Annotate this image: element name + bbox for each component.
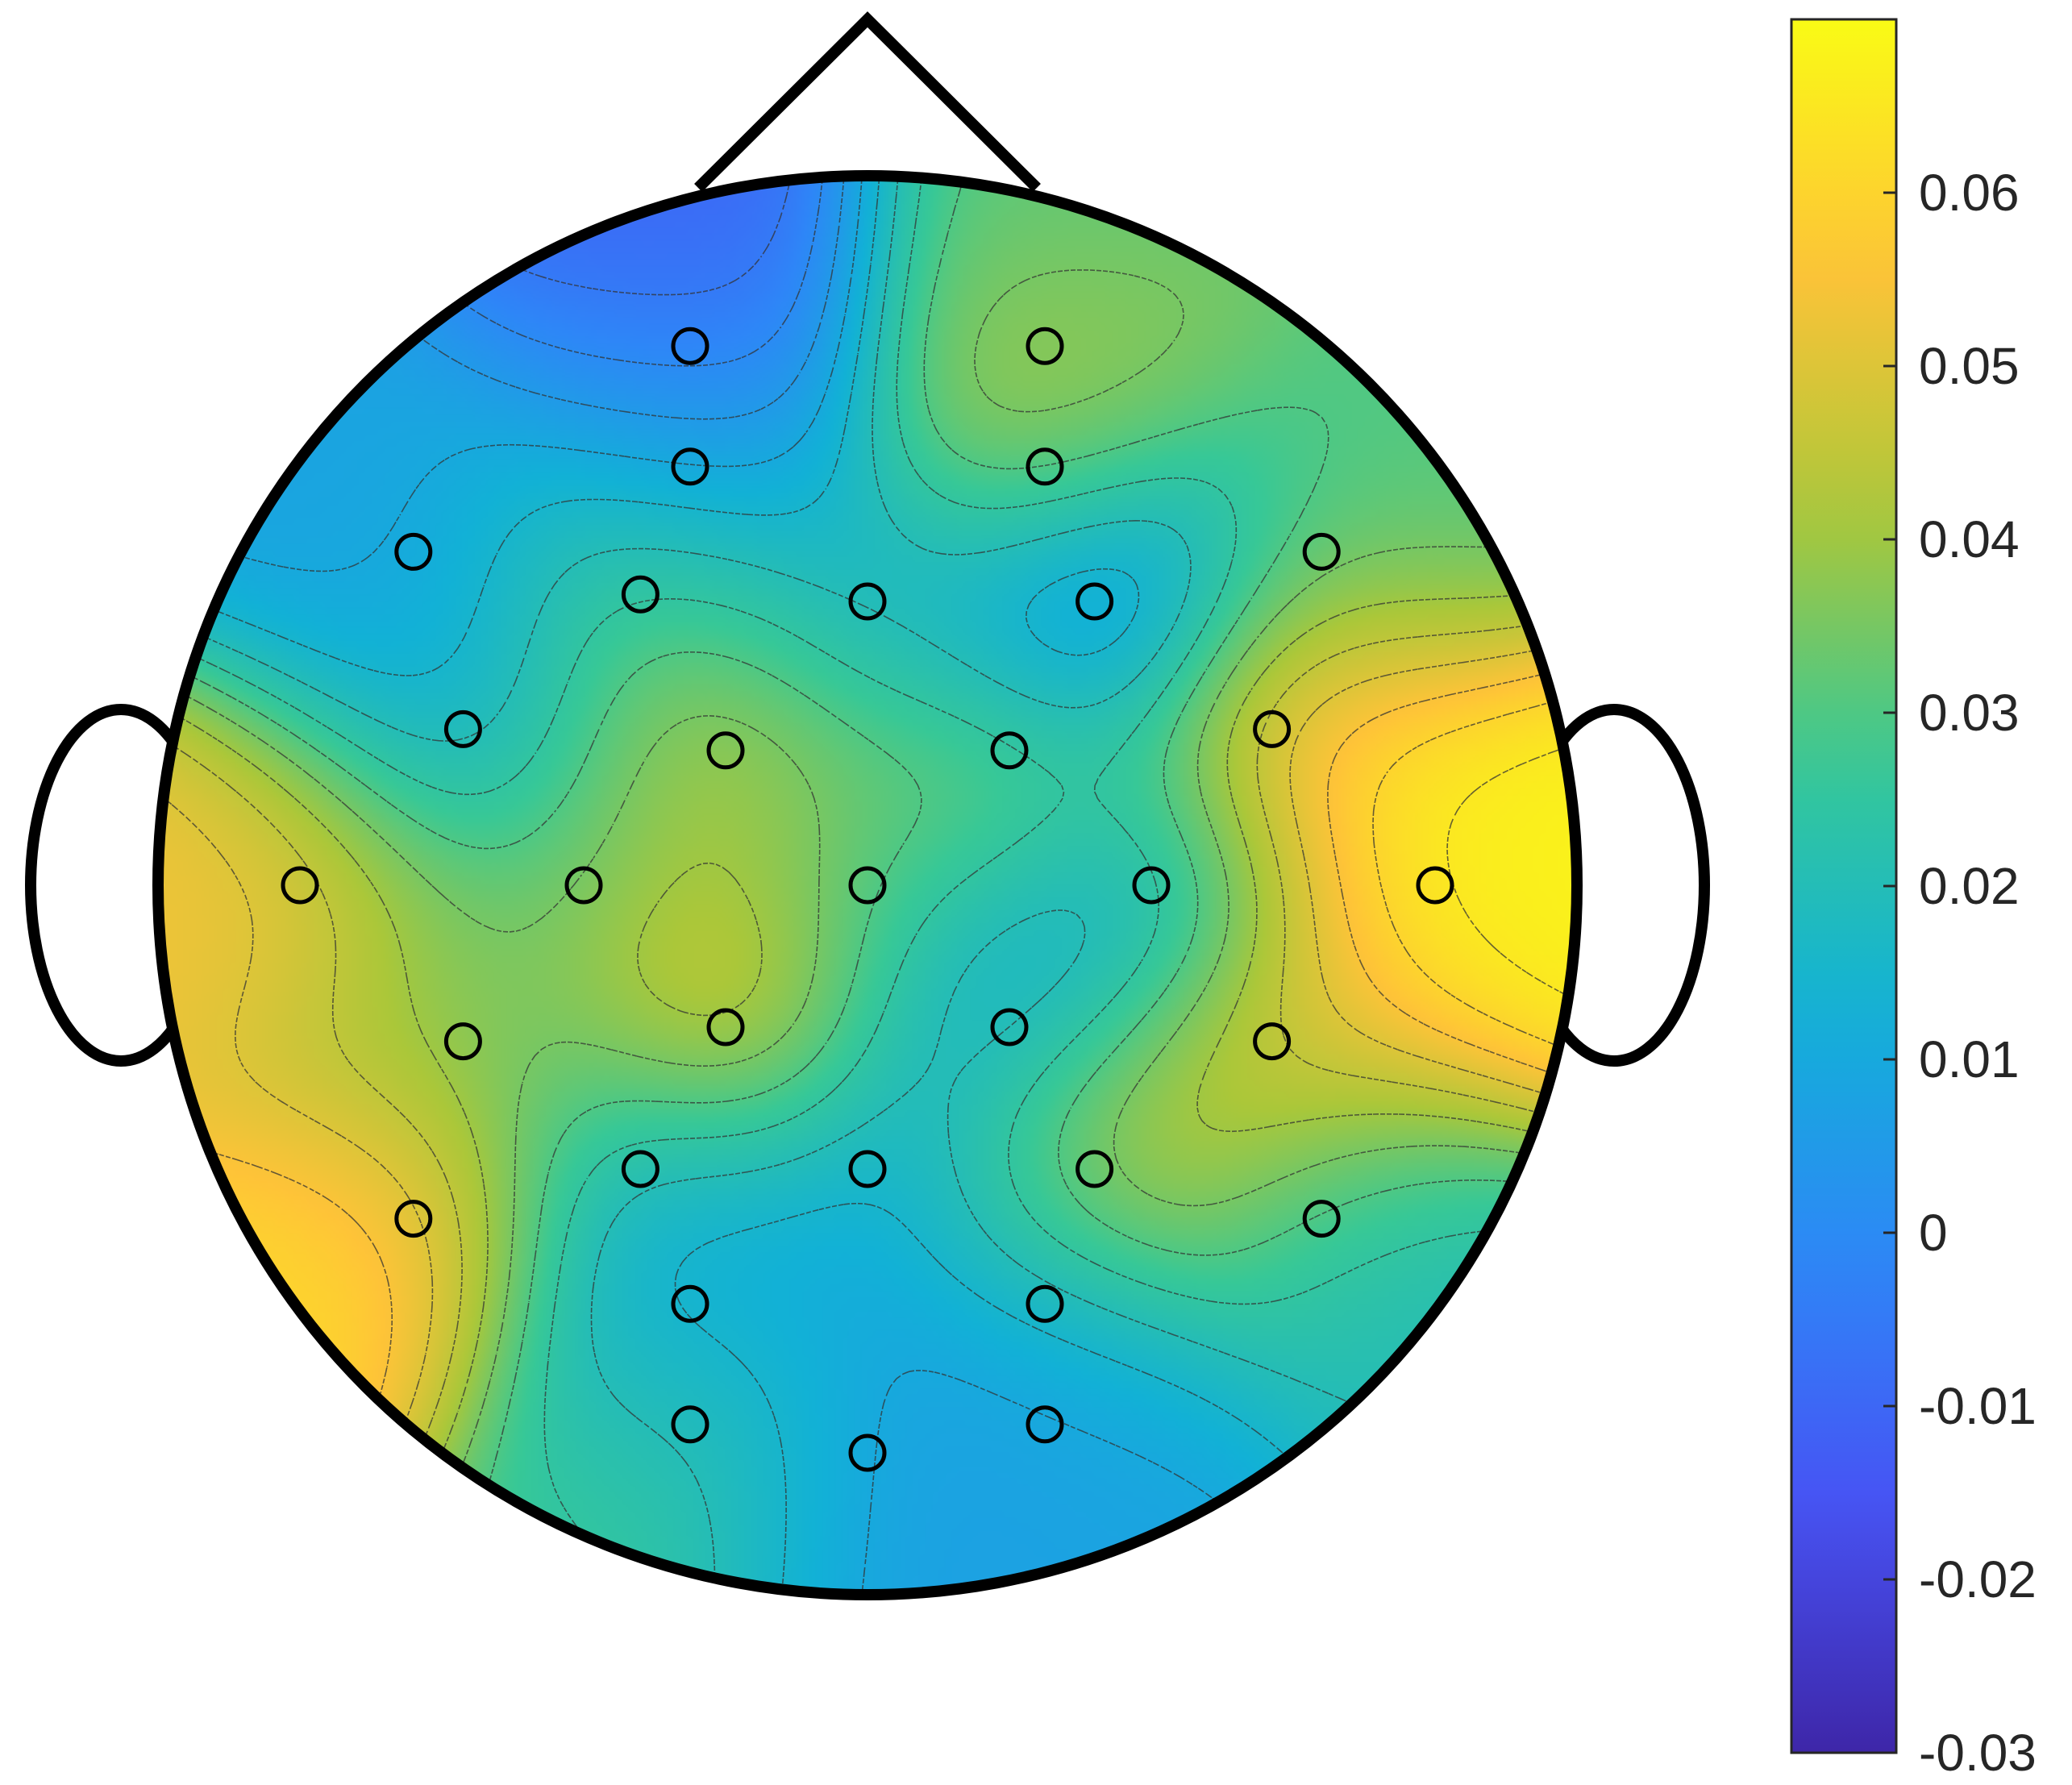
electrode-marker xyxy=(1026,447,1064,486)
electrode-marker xyxy=(621,1150,659,1188)
electrode-marker xyxy=(848,1150,887,1188)
electrode-marker xyxy=(1076,1150,1114,1188)
electrode-marker xyxy=(443,1022,482,1061)
electrode-marker xyxy=(848,866,887,905)
colorbar-tick-label: -0.02 xyxy=(1919,1550,2037,1608)
electrode-marker xyxy=(281,866,319,905)
electrode-marker xyxy=(1026,1284,1064,1323)
electrode-marker xyxy=(671,327,709,365)
electrode-markers xyxy=(281,327,1454,1472)
electrode-marker xyxy=(671,1284,709,1323)
colorbar: 0.06 0.05 0.04 0.03 0.02 0.01 0 -0.01 -0.02 -0.03 xyxy=(1790,18,2037,1782)
electrode-marker xyxy=(706,1008,745,1046)
colorbar-tick-label: 0 xyxy=(1919,1204,1948,1262)
colorbar-tick-label: 0.02 xyxy=(1919,857,2020,915)
colorbar-tick-label: 0.06 xyxy=(1919,164,2020,222)
electrode-marker xyxy=(394,532,433,571)
colorbar-tick-label: 0.04 xyxy=(1919,510,2020,568)
contour-line xyxy=(160,269,1575,1592)
electrode-marker xyxy=(443,709,482,748)
contour-line xyxy=(160,178,1308,1592)
electrode-marker xyxy=(564,866,603,905)
electrode-marker xyxy=(848,582,887,621)
electrode-marker xyxy=(1026,327,1064,365)
electrode-marker xyxy=(990,1008,1029,1046)
colorbar-tick-label: 0.05 xyxy=(1919,337,2020,395)
electrode-marker xyxy=(706,731,745,770)
nose xyxy=(694,11,1041,192)
colorbar-tick-label: -0.01 xyxy=(1919,1377,2037,1435)
electrode-marker xyxy=(1253,1022,1292,1061)
colorbar-ticks: 0.06 0.05 0.04 0.03 0.02 0.01 0 -0.01 -0.02 -0.03 xyxy=(1883,164,2037,1782)
colorbar-tick-label: 0.03 xyxy=(1919,684,2020,742)
electrode-marker xyxy=(621,575,659,614)
head-outline xyxy=(152,170,1583,1600)
colorbar-tick-label: -0.03 xyxy=(1919,1724,2037,1782)
electrode-marker xyxy=(394,1200,433,1238)
electrode-marker xyxy=(671,1405,709,1444)
electrode-marker xyxy=(1253,709,1292,748)
electrode-marker xyxy=(1076,582,1114,621)
electrode-marker xyxy=(1132,866,1171,905)
electrode-marker xyxy=(848,1433,887,1472)
electrode-marker xyxy=(1302,1200,1341,1238)
electrode-marker xyxy=(1302,532,1341,571)
electrode-marker xyxy=(990,731,1029,770)
electrode-marker xyxy=(671,447,709,486)
colorbar-gradient xyxy=(1791,19,1896,1753)
colorbar-tick-label: 0.01 xyxy=(1919,1030,2020,1088)
scalp-heatmap xyxy=(158,176,1577,1595)
electrode-marker xyxy=(1416,866,1454,905)
electrode-marker xyxy=(1026,1405,1064,1444)
